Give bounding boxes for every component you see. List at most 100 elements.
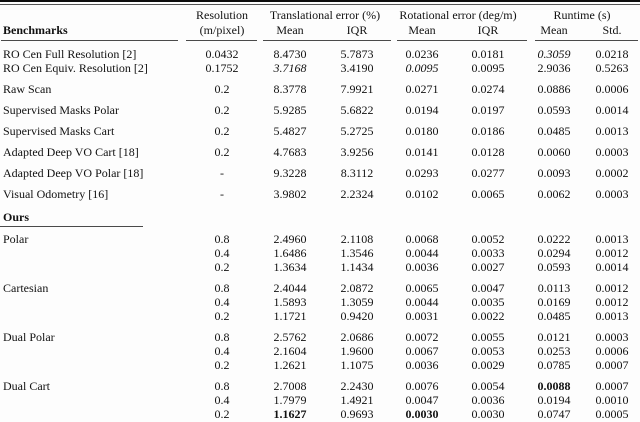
cell-trans-iqr: 3.4190 [340,61,374,75]
cell-benchmark-name: Polar [3,232,29,246]
cell-rot-mean: 0.0194 [405,103,439,117]
cell-rot-iqr: 0.0065 [471,187,505,201]
col-header-rot-iqr: IQR [477,23,499,37]
cell-trans-iqr: 0.9420 [340,309,374,323]
row-gap [0,274,640,281]
cell-resolution: 0.8 [214,232,230,246]
cell-rot-mean: 0.0293 [405,166,439,180]
cell-rot-iqr: 0.0186 [471,124,505,138]
cell-rot-iqr: 0.0181 [471,47,505,61]
cell-benchmark-name: Supervised Masks Cart [3,124,115,138]
cell-benchmark-name: Cartesian [3,281,49,295]
cell-runtime-mean: 0.0222 [537,232,571,246]
cell-runtime-mean: 0.0088 [537,379,571,393]
cell-runtime-mean: 0.0121 [537,330,571,344]
cell-resolution: 0.2 [214,260,230,274]
cell-runtime-std: 0.0006 [595,82,629,96]
cell-benchmark-name: Dual Cart [3,379,50,393]
cell-rot-mean: 0.0068 [405,232,439,246]
col-group-rotational-error: Rotational error (deg/m) [399,8,517,22]
cell-trans-mean: 5.4827 [273,124,307,138]
cell-trans-mean: 3.7168 [273,61,307,75]
cell-rot-mean: 0.0044 [405,246,439,260]
header-spacer [0,8,186,23]
cell-trans-mean: 1.6486 [273,246,307,260]
cell-resolution: 0.8 [214,379,230,393]
cell-runtime-std: 0.0003 [595,330,629,344]
cell-resolution: 0.2 [214,309,230,323]
cell-runtime-mean: 0.0785 [537,358,571,372]
col-header-runtime-mean: Mean [540,23,568,37]
midrule-benchmarks [1,40,178,41]
cell-rot-mean: 0.0044 [405,295,439,309]
cell-rot-iqr: 0.0277 [471,166,505,180]
cell-runtime-std: 0.0013 [595,309,629,323]
cell-trans-iqr: 1.3059 [340,295,374,309]
cell-benchmark-name: Dual Polar [3,330,55,344]
cell-rot-mean: 0.0031 [405,309,439,323]
cell-rot-iqr: 0.0030 [471,407,505,421]
cell-runtime-mean: 0.0886 [537,82,571,96]
cell-resolution: 0.1752 [205,61,239,75]
cell-trans-iqr: 2.1108 [340,232,374,246]
cell-trans-iqr: 1.1075 [340,358,374,372]
cell-trans-iqr: 2.2430 [340,379,374,393]
cell-trans-mean: 8.4730 [273,47,307,61]
cell-runtime-mean: 0.0294 [537,246,571,260]
cell-rot-iqr: 0.0036 [471,393,505,407]
table-row: 0.2 1.2621 1.1075 0.0036 0.0029 0.0785 0.0007 [0,358,640,372]
cell-rot-iqr: 0.0197 [471,103,505,117]
cell-runtime-std: 0.0007 [595,358,629,372]
cell-trans-mean: 1.5893 [273,295,307,309]
cell-resolution: 0.2 [214,82,230,96]
row-gap [0,75,640,82]
midrule-runtime [535,40,638,41]
cell-rot-mean: 0.0036 [405,260,439,274]
row-gap [0,323,640,330]
col-group-runtime: Runtime (s) [553,8,611,22]
cell-trans-mean: 2.7008 [273,379,307,393]
table-row: RO Cen Equiv. Resolution [2] 0.1752 3.7168… [0,61,640,75]
cell-rot-iqr: 0.0022 [471,309,505,323]
cell-runtime-mean: 0.0060 [537,145,571,159]
cell-trans-iqr: 8.3112 [340,166,374,180]
row-gap [0,180,640,187]
cell-trans-iqr: 5.7873 [340,47,374,61]
cell-runtime-std: 0.0014 [595,103,629,117]
ours-section-label: Ours [3,210,30,224]
cell-rot-iqr: 0.0054 [471,379,505,393]
cell-runtime-std: 0.0218 [595,47,629,61]
cell-benchmark-name: RO Cen Equiv. Resolution [2] [3,61,148,75]
table-row: 0.2 1.1721 0.9420 0.0031 0.0022 0.0485 0.0013 [0,309,640,323]
cell-benchmark-name: RO Cen Full Resolution [2] [3,47,137,61]
cell-trans-mean: 2.4960 [273,232,307,246]
cell-trans-mean: 1.2621 [273,358,307,372]
cell-trans-mean: 5.9285 [273,103,307,117]
table-row: Polar 0.8 2.4960 2.1108 0.0068 0.0052 0.0222 0.… [0,232,640,246]
cell-rot-mean: 0.0065 [405,281,439,295]
cell-runtime-std: 0.0013 [595,124,629,138]
cell-runtime-std: 0.0006 [595,344,629,358]
cell-resolution: 0.2 [214,124,230,138]
cell-trans-mean: 1.7979 [273,393,307,407]
cell-runtime-std: 0.0012 [595,295,629,309]
cell-trans-mean: 4.7683 [273,145,307,159]
table-row: Adapted Deep VO Cart [18] 0.2 4.7683 3.9256… [0,145,640,159]
table-row: Raw Scan 0.2 8.3778 7.9921 0.0271 0.0274 0.088… [0,82,640,96]
cell-resolution: 0.4 [214,393,230,407]
cell-resolution: 0.8 [214,281,230,295]
cell-resolution: - [220,187,224,201]
cell-runtime-std: 0.5263 [595,61,629,75]
cell-trans-mean: 3.9802 [273,187,307,201]
cell-rot-iqr: 0.0027 [471,260,505,274]
top-rule-thin [0,4,640,5]
col-header-trans-iqr: IQR [346,23,368,37]
cell-runtime-std: 0.0012 [595,246,629,260]
cell-runtime-mean: 0.0169 [537,295,571,309]
cell-rot-iqr: 0.0128 [471,145,505,159]
cell-resolution: 0.4 [214,344,230,358]
cell-runtime-std: 0.0003 [595,145,629,159]
cell-runtime-mean: 0.0485 [537,124,571,138]
cell-resolution: 0.4 [214,295,230,309]
cell-runtime-mean: 2.9036 [537,61,571,75]
